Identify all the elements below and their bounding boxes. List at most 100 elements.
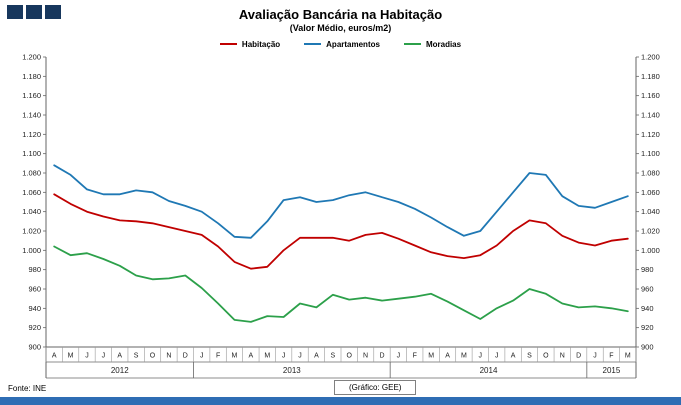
month-label: O bbox=[543, 353, 549, 360]
month-label: M bbox=[232, 353, 238, 360]
month-label: A bbox=[249, 353, 254, 360]
footer: Fonte: INE (Gráfico: GEE) bbox=[0, 379, 681, 395]
legend-label: Habitação bbox=[241, 39, 281, 49]
month-label: M bbox=[428, 353, 434, 360]
chart-area: 1.200 1.200 1.180 1.180 1.160 1.160 1.140 1.140… bbox=[0, 52, 681, 387]
month-label: N bbox=[166, 353, 171, 360]
y-tick-label: 1.000 bbox=[641, 246, 660, 255]
series-line-habitação bbox=[53, 193, 629, 270]
chart-legend: Habitação Apartamentos Moradias bbox=[0, 38, 681, 50]
month-label: A bbox=[511, 353, 516, 360]
month-label: J bbox=[593, 353, 597, 360]
month-label: J bbox=[495, 353, 499, 360]
logo-square bbox=[45, 5, 61, 19]
y-tick-label: 1.160 bbox=[641, 91, 660, 100]
month-label: F bbox=[413, 353, 417, 360]
y-tick-label: 1.120 bbox=[22, 130, 41, 139]
y-tick-label: 900 bbox=[28, 343, 41, 352]
y-tick-label: 1.200 bbox=[641, 53, 660, 62]
y-tick-label: 1.040 bbox=[641, 207, 660, 216]
month-label: M bbox=[264, 353, 270, 360]
month-label: A bbox=[314, 353, 319, 360]
y-tick-label: 1.180 bbox=[641, 72, 660, 81]
y-tick-label: 1.120 bbox=[641, 130, 660, 139]
y-tick-label: 1.100 bbox=[641, 149, 660, 158]
chart-canvas: 1.200 1.200 1.180 1.180 1.160 1.160 1.140 1.140… bbox=[22, 53, 660, 379]
month-label: J bbox=[298, 353, 302, 360]
logo bbox=[7, 5, 61, 19]
y-tick-label: 1.100 bbox=[22, 149, 41, 158]
month-label: D bbox=[183, 353, 188, 360]
chart-title: Avaliação Bancária na Habitação bbox=[238, 7, 443, 22]
month-label: S bbox=[330, 353, 335, 360]
legend-item-moradias: Moradias bbox=[403, 39, 462, 49]
legend-label: Apartamentos bbox=[326, 39, 380, 49]
y-tick-label: 920 bbox=[641, 323, 654, 332]
y-tick-label: 1.060 bbox=[641, 188, 660, 197]
legend-swatch bbox=[304, 43, 322, 45]
month-label: M bbox=[461, 353, 467, 360]
y-tick-label: 900 bbox=[641, 343, 654, 352]
month-label: F bbox=[216, 353, 220, 360]
month-label: O bbox=[150, 353, 156, 360]
month-label: J bbox=[397, 353, 401, 360]
year-label: 2014 bbox=[480, 366, 498, 375]
legend-item-habitação: Habitação bbox=[219, 39, 281, 49]
month-label: S bbox=[134, 353, 139, 360]
month-label: D bbox=[576, 353, 581, 360]
source-label: Fonte: INE bbox=[8, 384, 47, 393]
month-label: S bbox=[527, 353, 532, 360]
legend-swatch bbox=[403, 43, 421, 45]
y-tick-label: 1.080 bbox=[22, 169, 41, 178]
y-tick-label: 920 bbox=[28, 323, 41, 332]
month-label: N bbox=[363, 353, 368, 360]
logo-square bbox=[7, 5, 23, 19]
legend-swatch bbox=[219, 43, 237, 45]
y-tick-label: 1.200 bbox=[22, 53, 41, 62]
month-label: J bbox=[200, 353, 204, 360]
chart-subtitle: (Valor Médio, euros/m2) bbox=[289, 23, 392, 33]
y-tick-label: 1.140 bbox=[641, 111, 660, 120]
month-label: J bbox=[479, 353, 483, 360]
month-label: A bbox=[117, 353, 122, 360]
month-label: M bbox=[68, 353, 74, 360]
month-label: J bbox=[102, 353, 106, 360]
y-tick-label: 1.180 bbox=[22, 72, 41, 81]
month-label: D bbox=[379, 353, 384, 360]
year-labels: 2012 2013 2014 2015 bbox=[45, 362, 621, 378]
y-tick-label: 980 bbox=[28, 265, 41, 274]
y-tick-label: 960 bbox=[28, 285, 41, 294]
month-label: O bbox=[346, 353, 352, 360]
month-label: A bbox=[445, 353, 450, 360]
y-tick-label: 1.160 bbox=[22, 91, 41, 100]
year-label: 2013 bbox=[283, 366, 301, 375]
y-tick-label: 940 bbox=[641, 304, 654, 313]
month-label: J bbox=[85, 353, 89, 360]
series-line-apartamentos bbox=[53, 164, 629, 239]
legend-item-apartamentos: Apartamentos bbox=[304, 40, 380, 49]
month-label: J bbox=[282, 353, 286, 360]
y-tick-label: 1.020 bbox=[22, 227, 41, 236]
y-axis-labels: 1.200 1.200 1.180 1.180 1.160 1.160 1.140 1.140… bbox=[22, 53, 660, 352]
y-tick-label: 1.080 bbox=[641, 169, 660, 178]
axes bbox=[45, 57, 637, 379]
legend-label: Moradias bbox=[425, 39, 462, 49]
bottom-bar bbox=[0, 397, 681, 405]
y-tick-label: 1.020 bbox=[641, 227, 660, 236]
y-tick-label: 1.140 bbox=[22, 111, 41, 120]
graphic-credit: (Gráfico: GEE) bbox=[334, 380, 417, 395]
y-tick-label: 1.000 bbox=[22, 246, 41, 255]
month-label: N bbox=[560, 353, 565, 360]
series-line-moradias bbox=[53, 245, 629, 323]
y-tick-label: 960 bbox=[641, 285, 654, 294]
month-label: F bbox=[609, 353, 613, 360]
y-tick-label: 940 bbox=[28, 304, 41, 313]
year-label: 2015 bbox=[603, 366, 621, 375]
series-lines bbox=[53, 164, 629, 323]
month-label: A bbox=[52, 353, 57, 360]
y-tick-label: 1.040 bbox=[22, 207, 41, 216]
month-label: M bbox=[625, 353, 631, 360]
logo-square bbox=[26, 5, 42, 19]
